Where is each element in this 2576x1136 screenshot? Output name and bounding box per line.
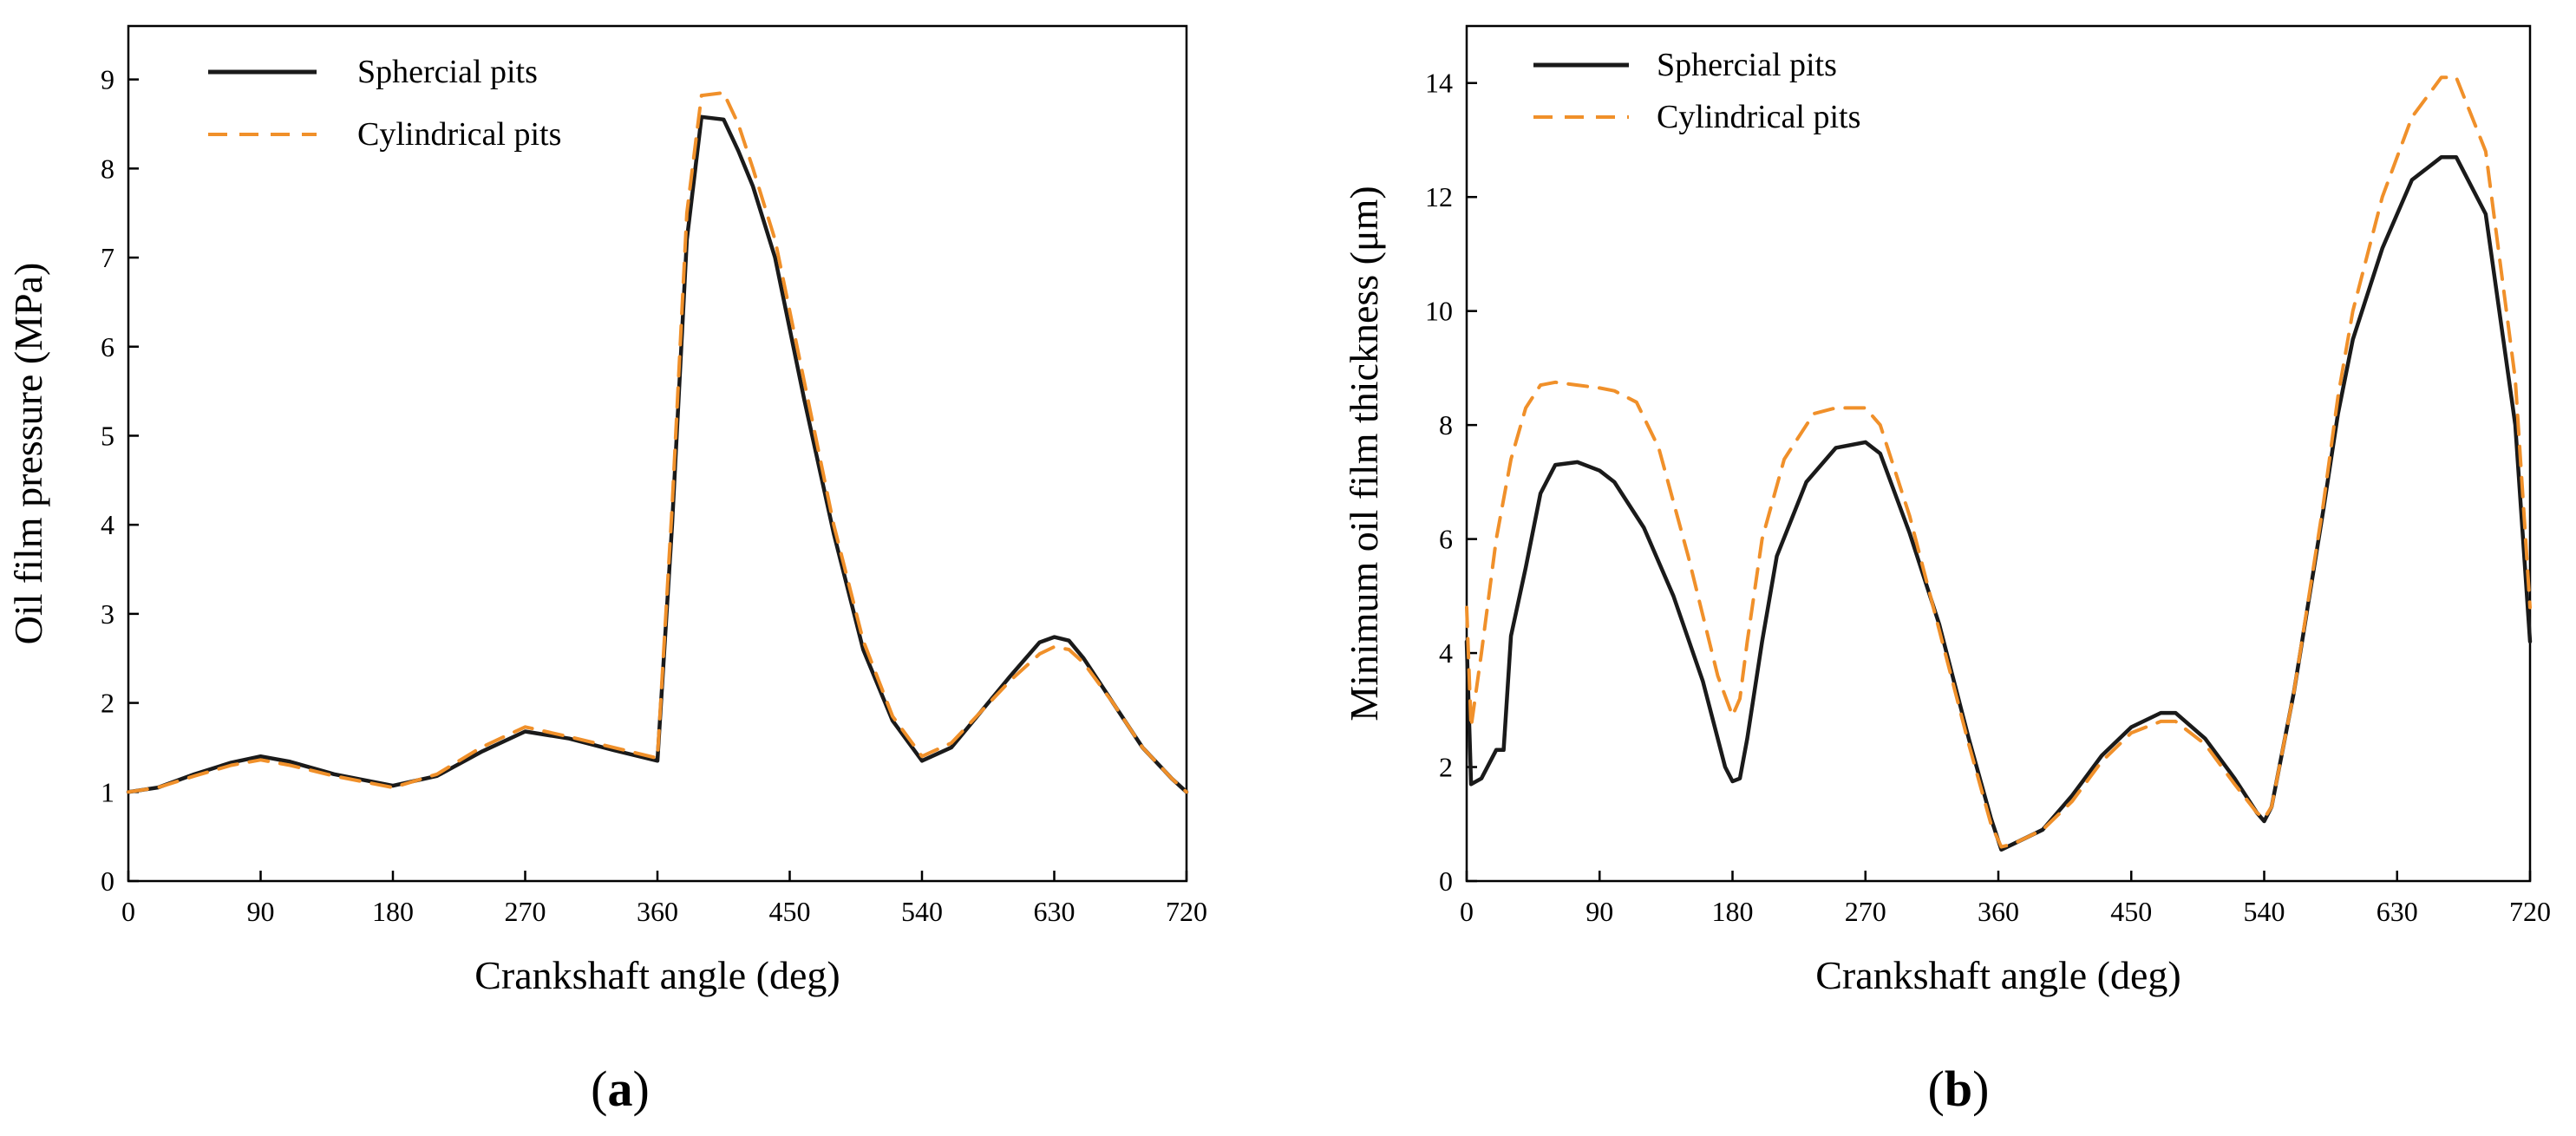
y-tick-label: 3 xyxy=(101,598,114,630)
x-tick-label: 630 xyxy=(2377,896,2418,927)
y-tick-label: 8 xyxy=(1439,409,1453,441)
x-tick-label: 540 xyxy=(901,896,943,927)
x-tick-label: 450 xyxy=(769,896,811,927)
y-tick-label: 10 xyxy=(1425,296,1453,327)
x-tick-label: 450 xyxy=(2110,896,2152,927)
panel-label-close-paren: ) xyxy=(1972,1061,1989,1117)
y-tick-label: 6 xyxy=(1439,524,1453,555)
legend-label: Sphercial pits xyxy=(1657,47,1837,83)
legend: Sphercial pits Cylindrical pits xyxy=(208,54,561,153)
x-tick-label: 180 xyxy=(372,896,414,927)
y-axis-title: Minimum oil film thickness (μm) xyxy=(1342,186,1386,721)
y-tick-label: 0 xyxy=(1439,865,1453,897)
y-tick-label: 0 xyxy=(101,865,114,897)
y-tick-label: 2 xyxy=(101,688,114,719)
x-tick-label: 270 xyxy=(505,896,546,927)
x-tick-label: 720 xyxy=(1166,896,1207,927)
x-tick-label: 270 xyxy=(1845,896,1886,927)
plot-frame xyxy=(1465,24,2532,883)
series-line-cylindrical xyxy=(1465,75,2532,849)
x-tick-label: 0 xyxy=(121,896,135,927)
y-tick-label: 4 xyxy=(1439,637,1453,669)
panel-b-chart: 0 90 180 270 360 450 540 630 720 0 2 4 6 8 10 12 14 Crank… xyxy=(1342,24,2551,1117)
y-tick-label: 8 xyxy=(101,153,114,184)
x-tick-label: 630 xyxy=(1034,896,1076,927)
x-tick-label: 180 xyxy=(1712,896,1754,927)
legend-label: Cylindrical pits xyxy=(357,116,561,153)
x-tick-label: 360 xyxy=(1978,896,2019,927)
series-line-spherical xyxy=(126,114,1189,794)
y-tick-label: 1 xyxy=(101,776,114,807)
x-tick-label: 720 xyxy=(2509,896,2551,927)
panel-label-letter: a xyxy=(608,1061,633,1117)
x-tick-label: 90 xyxy=(1585,896,1613,927)
y-tick-label: 14 xyxy=(1425,68,1453,99)
x-axis-title: Crankshaft angle (deg) xyxy=(1815,953,2181,997)
y-tick-label: 5 xyxy=(101,420,114,451)
panel-label: (a) xyxy=(591,1061,650,1117)
panel-label: (b) xyxy=(1928,1061,1990,1117)
y-tick-label: 2 xyxy=(1439,752,1453,783)
x-tick-label: 90 xyxy=(247,896,275,927)
legend-label: Sphercial pits xyxy=(357,54,538,90)
y-tick-label: 7 xyxy=(101,242,114,273)
panel-label-close-paren: ) xyxy=(633,1061,650,1117)
x-tick-label: 0 xyxy=(1460,896,1474,927)
panel-a-chart: 0 90 180 270 360 450 540 630 720 0 1 2 3 4 5 6 7 8 9 Cranks… xyxy=(6,24,1207,1117)
y-tick-label: 4 xyxy=(101,509,114,540)
panel-label-letter: b xyxy=(1945,1061,1972,1117)
y-tick-label: 6 xyxy=(101,331,114,362)
x-tick-label: 360 xyxy=(637,896,678,927)
series-line-cylindrical xyxy=(127,91,1188,794)
panel-label-open-paren: ( xyxy=(1928,1061,1945,1117)
legend-label: Cylindrical pits xyxy=(1657,99,1860,135)
x-tick-label: 540 xyxy=(2244,896,2285,927)
panel-label-open-paren: ( xyxy=(591,1061,607,1117)
y-tick-label: 12 xyxy=(1425,181,1453,212)
y-axis-title: Oil film pressure (MPa) xyxy=(6,263,50,645)
x-axis-title: Crankshaft angle (deg) xyxy=(474,953,840,997)
legend: Sphercial pits Cylindrical pits xyxy=(1533,47,1860,135)
y-tick-label: 9 xyxy=(101,64,114,95)
series-line-spherical xyxy=(1464,154,2533,852)
